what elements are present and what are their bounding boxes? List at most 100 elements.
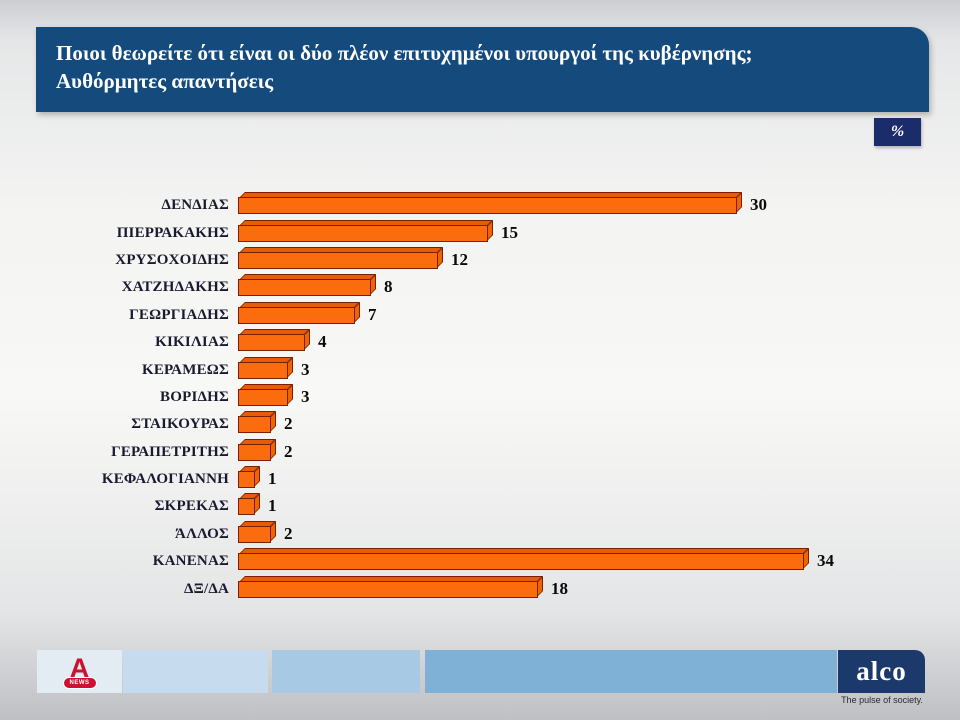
footer-box-alpha: A NEWS: [37, 650, 122, 693]
chart-row: ΠΙΕΡΡΑΚΑΚΗΣ 15: [35, 219, 935, 246]
bar: [238, 575, 543, 598]
bar-side-face: [803, 548, 809, 570]
chart-row: ΧΑΤΖΗΔΑΚΗΣ 8: [35, 274, 935, 301]
footer-box-3: [272, 650, 420, 693]
bar: [238, 548, 809, 571]
chart-row: ΣΚΡΕΚΑΣ 1: [35, 493, 935, 520]
alpha-news-label: NEWS: [62, 676, 97, 689]
bar-top-face: [239, 383, 293, 390]
chart-row: ΚΕΦΑΛΟΓΙΑΝΝΗ 1: [35, 466, 935, 493]
bar-track: 1: [238, 466, 935, 489]
category-label: ΚΕΡΑΜΕΩΣ: [141, 361, 229, 378]
bar-track: 12: [238, 246, 935, 269]
category-label: ΚΙΚΙΛΙΑΣ: [155, 334, 229, 351]
bar-side-face: [270, 411, 276, 433]
category-label: ΣΚΡΕΚΑΣ: [154, 498, 229, 515]
category-label: ΓΕΡΑΠΕΤΡΙΤΗΣ: [111, 443, 229, 460]
chart-row: ΚΙΚΙΛΙΑΣ 4: [35, 329, 935, 356]
bar-top-face: [239, 274, 376, 281]
bar-top-face: [239, 356, 293, 363]
footer-box-4: [425, 650, 837, 693]
chart-row: ΆΛΛΟΣ 2: [35, 520, 935, 548]
bar-track: 4: [238, 329, 935, 352]
value-label: 2: [284, 441, 293, 461]
bar: [238, 329, 310, 352]
alco-logo-text: alco: [856, 656, 907, 686]
bar-track: 34: [238, 548, 935, 571]
chart-row: ΔΕΝΔΙΑΣ 30: [35, 192, 935, 219]
bar-side-face: [254, 493, 260, 515]
bar-top-face: [239, 575, 543, 582]
bar: [238, 520, 276, 543]
bar-side-face: [304, 329, 310, 351]
bar-track: 15: [238, 219, 935, 242]
bar: [238, 493, 260, 516]
value-label: 3: [301, 359, 310, 379]
value-label: 3: [301, 386, 310, 406]
bar: [238, 192, 742, 215]
bar: [238, 274, 376, 297]
bar-top-face: [239, 301, 360, 308]
value-label: 18: [551, 578, 568, 598]
bar: [238, 301, 360, 324]
value-label: 12: [451, 249, 468, 269]
value-label: 1: [268, 496, 277, 516]
chart-row: ΚΕΡΑΜΕΩΣ 3: [35, 356, 935, 383]
value-label: 15: [501, 222, 518, 242]
category-label: ΔΞ/ΔΑ: [184, 580, 229, 597]
question-title-box: Ποιοι θεωρείτε ότι είναι οι δύο πλέον επ…: [36, 27, 929, 112]
chart-row: ΒΟΡΙΔΗΣ 3: [35, 383, 935, 411]
alpha-news-logo: A NEWS: [62, 652, 97, 689]
category-label: ΔΕΝΔΙΑΣ: [161, 197, 229, 214]
footer-box-2: [123, 650, 268, 693]
bar-side-face: [736, 192, 742, 214]
chart-row: ΓΕΩΡΓΙΑΔΗΣ 7: [35, 301, 935, 329]
chart-row: ΚΑΝΕΝΑΣ 34: [35, 548, 935, 575]
bar-track: 2: [238, 520, 935, 543]
value-label: 7: [368, 304, 377, 324]
category-label: ΠΙΕΡΡΑΚΑΚΗΣ: [116, 224, 229, 241]
bar: [238, 356, 293, 379]
percent-unit-badge: %: [874, 118, 921, 146]
value-label: 30: [750, 195, 767, 215]
bar-track: 8: [238, 274, 935, 297]
alpha-letter-icon: A: [69, 652, 90, 683]
category-label: ΚΑΝΕΝΑΣ: [152, 553, 229, 570]
value-label: 4: [318, 332, 327, 352]
category-label: ΆΛΛΟΣ: [175, 525, 229, 542]
bar: [238, 246, 443, 269]
bar-top-face: [239, 192, 742, 199]
bar: [238, 466, 260, 489]
bar-side-face: [370, 274, 376, 296]
bar-track: 3: [238, 356, 935, 379]
bar-track: 3: [238, 383, 935, 406]
bar-chart: ΔΕΝΔΙΑΣ 30 ΠΙΕΡΡΑΚΑΚΗΣ 15 ΧΡΥΣΟΧΟΙΔΗΣ 12 ΧΑΤΖΗ…: [35, 192, 935, 603]
bar-track: 18: [238, 575, 935, 598]
bar-top-face: [239, 219, 493, 226]
bar: [238, 219, 493, 242]
category-label: ΧΑΤΖΗΔΑΚΗΣ: [121, 279, 229, 296]
chart-row: ΓΕΡΑΠΕΤΡΙΤΗΣ 2: [35, 438, 935, 466]
bar: [238, 411, 276, 434]
value-label: 1: [268, 469, 277, 489]
value-label: 8: [384, 277, 393, 297]
value-label: 2: [284, 414, 293, 434]
bar-top-face: [239, 329, 310, 336]
alco-logo: alco: [838, 650, 925, 693]
category-label: ΒΟΡΙΔΗΣ: [160, 388, 229, 405]
question-title-line2: Αυθόρμητες απαντήσεις: [56, 69, 274, 94]
chart-row: ΔΞ/ΔΑ 18: [35, 575, 935, 602]
bar: [238, 383, 293, 406]
category-label: ΧΡΥΣΟΧΟΙΔΗΣ: [115, 251, 229, 268]
category-label: ΚΕΦΑΛΟΓΙΑΝΝΗ: [101, 471, 229, 488]
bar-track: 1: [238, 493, 935, 516]
value-label: 34: [817, 551, 834, 571]
category-label: ΓΕΩΡΓΙΑΔΗΣ: [129, 306, 229, 323]
bar-top-face: [239, 246, 443, 253]
bar-track: 2: [238, 411, 935, 434]
chart-row: ΣΤΑΙΚΟΥΡΑΣ 2: [35, 411, 935, 438]
bar-top-face: [239, 548, 809, 555]
bar-track: 30: [238, 192, 935, 215]
value-label: 2: [284, 523, 293, 543]
